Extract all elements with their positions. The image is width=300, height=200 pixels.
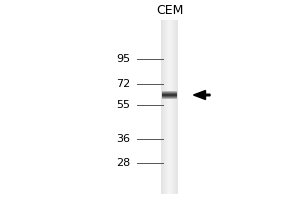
Bar	[166, 20, 167, 194]
Bar	[177, 20, 178, 194]
Text: 95: 95	[116, 54, 130, 64]
Text: 36: 36	[116, 134, 130, 144]
Text: 55: 55	[116, 100, 130, 110]
Bar	[165, 20, 166, 194]
Bar	[161, 20, 162, 194]
Bar	[170, 20, 171, 194]
Bar	[162, 92, 177, 93]
Bar	[162, 20, 163, 194]
Bar	[162, 97, 177, 98]
Bar	[167, 20, 168, 194]
Bar	[162, 93, 177, 94]
Bar	[171, 20, 172, 194]
Text: CEM: CEM	[156, 4, 183, 18]
Bar	[162, 95, 177, 96]
Bar	[162, 91, 177, 92]
Bar	[173, 20, 174, 194]
Bar	[168, 20, 169, 194]
Bar	[162, 94, 177, 95]
Bar	[175, 20, 176, 194]
Bar	[162, 96, 177, 97]
Text: 28: 28	[116, 158, 130, 168]
Bar	[176, 20, 177, 194]
Bar	[169, 20, 170, 194]
Bar	[164, 20, 165, 194]
Bar	[174, 20, 175, 194]
Bar	[162, 98, 177, 99]
Bar	[169, 20, 170, 194]
FancyArrow shape	[194, 90, 210, 99]
Text: 72: 72	[116, 79, 130, 89]
Bar	[163, 20, 164, 194]
Bar	[172, 20, 173, 194]
